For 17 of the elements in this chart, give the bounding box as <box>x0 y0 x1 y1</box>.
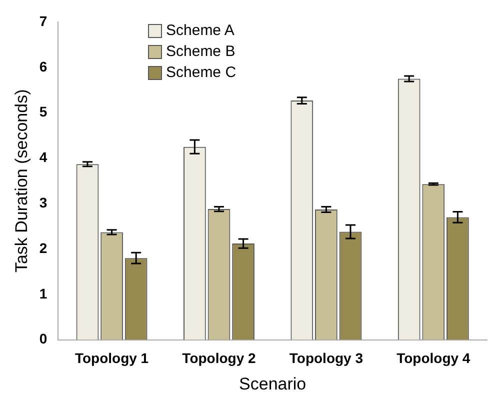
x-tick-label: Topology 1 <box>74 350 149 366</box>
y-tick-label: 0 <box>39 330 48 347</box>
x-tick-label: Topology 3 <box>289 350 364 366</box>
y-tick-label: 4 <box>39 149 48 166</box>
y-tick-label: 1 <box>39 285 48 302</box>
legend-label: Scheme C <box>166 64 236 81</box>
y-tick-label: 2 <box>39 240 48 256</box>
legend-label: Scheme A <box>166 22 234 39</box>
y-axis-title: Task Duration (seconds) <box>12 89 31 273</box>
y-tick-label: 3 <box>39 194 48 210</box>
x-tick-label: Topology 2 <box>182 350 256 366</box>
x-tick-label: Topology 4 <box>396 350 470 366</box>
y-tick-label: 7 <box>39 12 48 29</box>
y-tick-label: 5 <box>39 104 48 120</box>
x-axis-title: Scenario <box>239 374 306 394</box>
legend-label: Scheme B <box>166 43 236 60</box>
y-tick-label: 6 <box>39 58 48 74</box>
